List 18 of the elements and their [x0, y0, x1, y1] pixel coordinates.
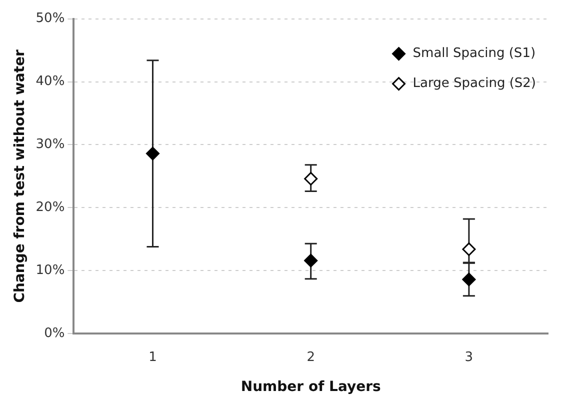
point: [146, 146, 160, 160]
point: [462, 242, 476, 256]
point: [304, 254, 318, 268]
legend-label: Small Spacing (S1): [412, 46, 536, 62]
y-tick-label: 0%: [44, 326, 65, 341]
y-tick-label: 30%: [36, 137, 65, 152]
y-tick-label: 10%: [36, 263, 65, 278]
point: [462, 272, 476, 286]
legend-label: Large Spacing (S2): [412, 76, 536, 92]
y-tick-label: 20%: [36, 200, 65, 216]
y-axis-title: Change from test without water: [12, 50, 28, 303]
y-tick-label: 50%: [36, 11, 65, 26]
point: [304, 172, 318, 186]
x-tick-label: 1: [148, 350, 157, 365]
x-tick-label: 3: [464, 350, 474, 365]
x-axis-title: Number of Layers: [240, 379, 381, 396]
y-tick-label: 40%: [36, 74, 65, 90]
x-tick-label: 2: [306, 350, 315, 365]
